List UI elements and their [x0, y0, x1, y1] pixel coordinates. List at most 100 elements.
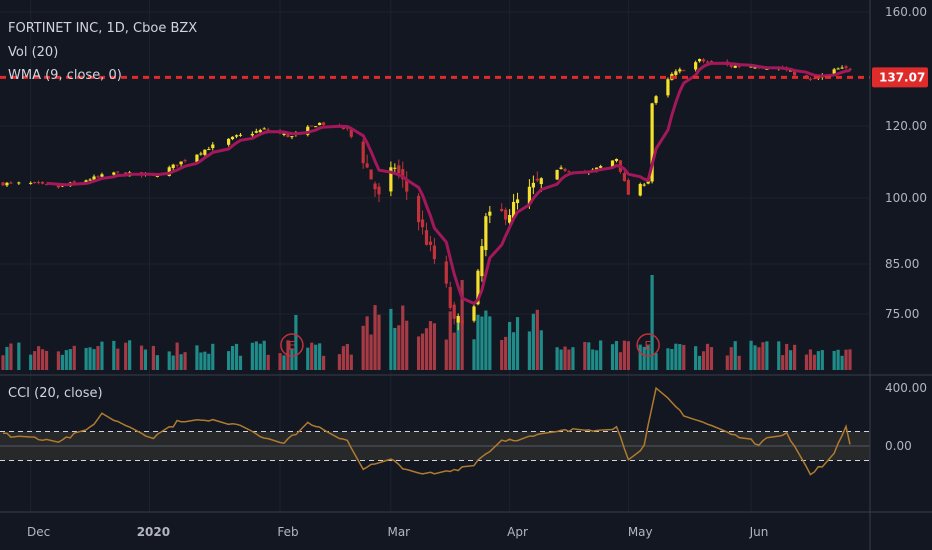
candle[interactable] — [29, 181, 33, 185]
candle[interactable] — [697, 58, 702, 63]
candle[interactable] — [452, 301, 456, 325]
candle[interactable] — [480, 238, 484, 282]
candle[interactable] — [318, 122, 322, 126]
candle[interactable] — [373, 181, 377, 197]
candle[interactable] — [599, 164, 603, 169]
candle[interactable] — [416, 192, 421, 231]
candle[interactable] — [175, 164, 179, 168]
candle[interactable] — [500, 203, 504, 213]
candle[interactable] — [262, 127, 266, 130]
candle[interactable] — [567, 170, 571, 173]
candle[interactable] — [96, 175, 100, 179]
candle[interactable] — [37, 180, 41, 185]
earnings-marker[interactable]: E — [636, 333, 660, 357]
earnings-marker[interactable]: E — [280, 333, 304, 357]
candle[interactable] — [563, 167, 567, 173]
candle[interactable] — [234, 134, 239, 139]
candle[interactable] — [840, 65, 844, 69]
candle[interactable] — [183, 158, 187, 163]
candle[interactable] — [361, 139, 365, 169]
candle[interactable] — [100, 172, 104, 178]
candle[interactable] — [484, 213, 488, 257]
candle[interactable] — [444, 255, 448, 288]
candle[interactable] — [310, 125, 314, 127]
candle[interactable] — [559, 165, 563, 170]
candle[interactable] — [9, 181, 13, 185]
price-axis[interactable]: 160.00 120.00 100.00 85.00 75.00 — [885, 5, 927, 321]
candle[interactable] — [705, 60, 710, 63]
candle[interactable] — [112, 171, 116, 176]
candle[interactable] — [5, 182, 9, 187]
wma-legend[interactable]: WMA (9, close, 0) — [8, 68, 122, 83]
candle[interactable] — [369, 169, 373, 180]
candle[interactable] — [836, 67, 840, 70]
candle[interactable] — [511, 193, 516, 219]
candle[interactable] — [389, 161, 393, 197]
candle[interactable] — [678, 67, 682, 74]
candle[interactable] — [116, 171, 120, 174]
candle[interactable] — [626, 178, 630, 195]
candle[interactable] — [515, 192, 520, 210]
candle[interactable] — [40, 181, 45, 185]
candle[interactable] — [654, 95, 658, 105]
candle[interactable] — [674, 69, 678, 77]
vol-legend[interactable]: Vol (20) — [8, 45, 59, 60]
candle[interactable] — [207, 146, 211, 151]
candle[interactable] — [808, 76, 813, 81]
candle[interactable] — [405, 171, 409, 201]
candle[interactable] — [349, 128, 353, 139]
candle[interactable] — [254, 128, 258, 134]
candle[interactable] — [203, 149, 207, 158]
candle[interactable] — [460, 316, 464, 325]
candle[interactable] — [642, 182, 646, 187]
candle[interactable] — [401, 161, 405, 188]
candle[interactable] — [171, 163, 175, 171]
candle[interactable] — [701, 58, 706, 64]
candle[interactable] — [535, 171, 539, 183]
candle[interactable] — [1, 181, 5, 186]
candle[interactable] — [238, 132, 243, 137]
candle[interactable] — [432, 237, 437, 264]
candle[interactable] — [230, 136, 235, 141]
candle[interactable] — [622, 171, 626, 182]
candle[interactable] — [321, 121, 326, 126]
cci-axis[interactable]: 400.00 0.00 — [885, 381, 927, 453]
candle[interactable] — [290, 135, 294, 140]
candle[interactable] — [314, 125, 318, 128]
candle[interactable] — [88, 178, 92, 181]
candle[interactable] — [424, 222, 429, 246]
candle[interactable] — [420, 210, 425, 235]
candle[interactable] — [555, 169, 559, 181]
candle[interactable] — [17, 181, 21, 185]
candle[interactable] — [428, 235, 433, 252]
cci-legend[interactable]: CCI (20, close) — [8, 386, 103, 401]
candle[interactable] — [666, 77, 670, 98]
candle[interactable] — [227, 138, 231, 147]
candle[interactable] — [211, 142, 215, 151]
candle[interactable] — [614, 158, 619, 163]
candle[interactable] — [472, 304, 476, 323]
candle[interactable] — [682, 69, 686, 72]
cci-pane[interactable] — [0, 386, 870, 476]
candle[interactable] — [365, 154, 369, 169]
candle[interactable] — [377, 182, 381, 203]
candle[interactable] — [199, 151, 203, 156]
candle[interactable] — [531, 175, 535, 195]
candle[interactable] — [179, 161, 183, 167]
candle[interactable] — [844, 64, 848, 70]
candle[interactable] — [72, 180, 76, 183]
candle[interactable] — [448, 281, 452, 310]
candle[interactable] — [393, 163, 397, 173]
time-axis[interactable]: Dec 2020 Feb Mar Apr May Jun — [27, 525, 768, 539]
symbol-title[interactable]: FORTINET INC, 1D, Cboe BZX — [8, 21, 198, 36]
candle[interactable] — [488, 206, 492, 224]
candle[interactable] — [733, 65, 737, 69]
candle[interactable] — [504, 207, 508, 226]
candle[interactable] — [694, 60, 698, 72]
candle[interactable] — [456, 313, 460, 331]
candle[interactable] — [33, 181, 37, 184]
candle[interactable] — [306, 124, 310, 137]
candle[interactable] — [638, 182, 642, 197]
